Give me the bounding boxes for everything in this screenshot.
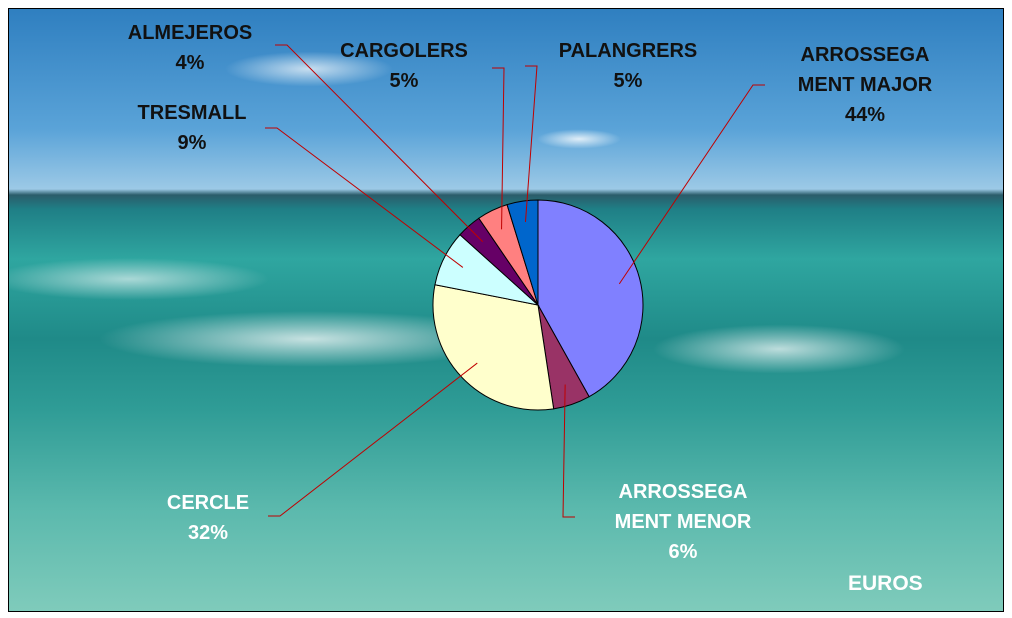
value-label: 32%: [187, 522, 229, 544]
leader-line: [275, 44, 484, 243]
pie-slice: [432, 284, 555, 411]
leader-line: [492, 67, 505, 230]
category-label: ARROSSEGA MENT MAJOR: [797, 44, 933, 96]
slice-label: ARROSSEGA MENT MENOR 6%: [615, 477, 752, 567]
slice-label: ALMEJEROS 4%: [128, 18, 252, 78]
value-label: 5%: [389, 70, 419, 92]
slice-label: ARROSSEGA MENT MAJOR 44%: [798, 40, 932, 130]
slice-label: TRESMALL 9%: [138, 98, 247, 158]
leader-line: [562, 384, 575, 518]
slice-label: PALANGRERS 5%: [559, 36, 698, 96]
value-label: 4%: [175, 52, 205, 74]
pie-slice: [506, 199, 539, 306]
slice-label: CERCLE 32%: [167, 488, 249, 548]
category-label: ARROSSEGA MENT MENOR: [614, 481, 752, 533]
leader-line: [265, 127, 464, 268]
pie-slice: [537, 199, 644, 398]
category-label: CERCLE: [166, 492, 250, 514]
category-label: PALANGRERS: [558, 40, 698, 62]
leader-line: [268, 362, 478, 517]
category-label: TRESMALL: [137, 102, 247, 124]
leader-line: [618, 84, 765, 285]
value-label: 5%: [613, 70, 643, 92]
category-label: ALMEJEROS: [127, 22, 253, 44]
leader-line: [524, 65, 538, 222]
value-label: 9%: [177, 132, 207, 154]
value-label: 6%: [668, 541, 698, 563]
slice-label: CARGOLERS 5%: [340, 36, 468, 96]
value-label: 44%: [844, 104, 886, 126]
category-label: CARGOLERS: [340, 40, 468, 62]
chart-title: EUROS: [848, 572, 923, 595]
